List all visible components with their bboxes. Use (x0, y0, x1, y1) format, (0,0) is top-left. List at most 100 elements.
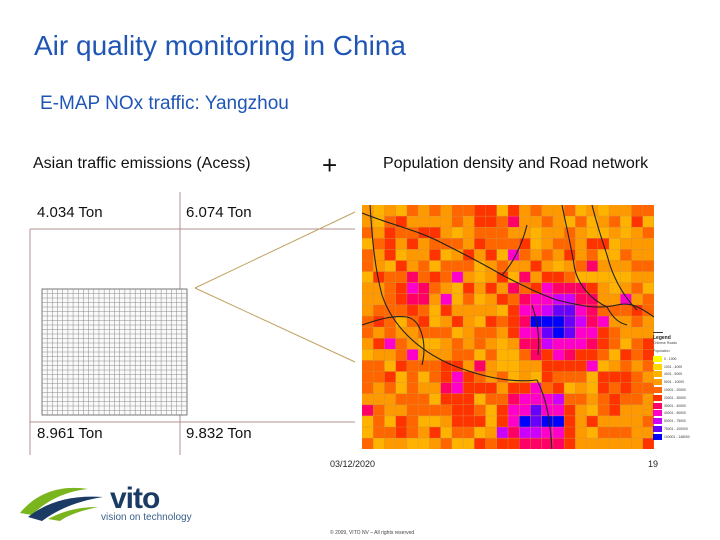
map-cell (440, 438, 452, 449)
map-cell (406, 360, 419, 372)
right-panel-header: Population density and Road network (383, 155, 649, 172)
map-cell (609, 316, 621, 328)
map-cell (440, 260, 452, 272)
legend-range-label: 100001 - 148000 (664, 434, 690, 439)
map-cell (530, 260, 542, 272)
map-cell (418, 393, 430, 405)
map-cell (440, 360, 452, 372)
map-cell (429, 304, 441, 316)
map-cell (530, 327, 542, 339)
legend-row: 100001 - 148000 (653, 433, 708, 441)
map-cell (485, 293, 497, 305)
map-cell (631, 415, 643, 427)
map-cell (474, 393, 486, 405)
map-cell (519, 393, 531, 405)
map-cell (530, 304, 542, 316)
map-cell (429, 282, 441, 294)
map-cell (564, 282, 576, 294)
map-cell (620, 360, 632, 372)
road-line (362, 212, 558, 301)
map-cell (474, 316, 486, 328)
map-cell (519, 282, 531, 294)
map-cell (530, 205, 542, 217)
map-cell (406, 260, 419, 272)
map-cell (609, 427, 621, 439)
map-cell (530, 427, 542, 439)
map-cell (429, 404, 441, 416)
map-cell (418, 271, 430, 283)
map-cell (564, 216, 576, 228)
map-cell (631, 282, 643, 294)
map-cell (418, 415, 430, 427)
map-cell (519, 415, 531, 427)
map-cell (541, 282, 553, 294)
map-cell (496, 271, 508, 283)
map-cell (519, 382, 531, 394)
map-cell (597, 360, 610, 372)
map-cell (485, 338, 497, 350)
map-cell (519, 427, 531, 439)
map-cell (586, 282, 598, 294)
map-cell (474, 338, 486, 350)
map-cell (507, 371, 520, 383)
map-cell (474, 349, 486, 361)
map-cell (362, 427, 374, 439)
map-cell (507, 227, 520, 239)
map-cell (609, 382, 621, 394)
map-cell (597, 371, 610, 383)
map-cell (507, 249, 520, 261)
map-cell (451, 216, 464, 228)
map-cell (451, 382, 464, 394)
map-cell (575, 338, 587, 350)
map-cell (496, 382, 508, 394)
map-cell (597, 427, 610, 439)
legend-range-label: 1001 - 4000 (664, 364, 683, 369)
map-cell (429, 438, 441, 449)
map-cell (586, 438, 598, 449)
map-cell (485, 382, 497, 394)
map-cell (564, 349, 576, 361)
map-cell (597, 304, 610, 316)
map-cell (507, 338, 520, 350)
map-cell (642, 371, 654, 383)
map-cell (373, 382, 385, 394)
map-cell (541, 371, 553, 383)
map-cell (541, 338, 553, 350)
map-cell (463, 349, 475, 361)
map-cell (463, 316, 475, 328)
map-cell (586, 393, 598, 405)
map-cell (418, 249, 430, 261)
map-cell (451, 338, 464, 350)
map-cell (384, 316, 396, 328)
map-cell (507, 427, 520, 439)
map-cell (552, 282, 565, 294)
map-cell (564, 404, 576, 416)
map-cell (362, 404, 374, 416)
map-cell (395, 382, 407, 394)
map-cell (384, 260, 396, 272)
map-cell (642, 260, 654, 272)
map-cell (463, 205, 475, 217)
map-cell (406, 427, 419, 439)
map-cell (642, 404, 654, 416)
map-cell (362, 338, 374, 350)
map-cell (474, 360, 486, 372)
map-cell (609, 438, 621, 449)
map-cell (373, 316, 385, 328)
map-cell (362, 293, 374, 305)
map-cell (642, 415, 654, 427)
legend-swatch (653, 387, 662, 394)
map-cell (552, 249, 565, 261)
map-cell (620, 438, 632, 449)
map-cell (406, 338, 419, 350)
map-cell (609, 393, 621, 405)
map-cell (530, 338, 542, 350)
map-cell (642, 338, 654, 350)
map-cell (575, 415, 587, 427)
map-cell (507, 304, 520, 316)
map-cell (507, 393, 520, 405)
map-cell (362, 327, 374, 339)
map-cell (496, 427, 508, 439)
map-cell (575, 238, 587, 250)
map-cell (362, 249, 374, 261)
